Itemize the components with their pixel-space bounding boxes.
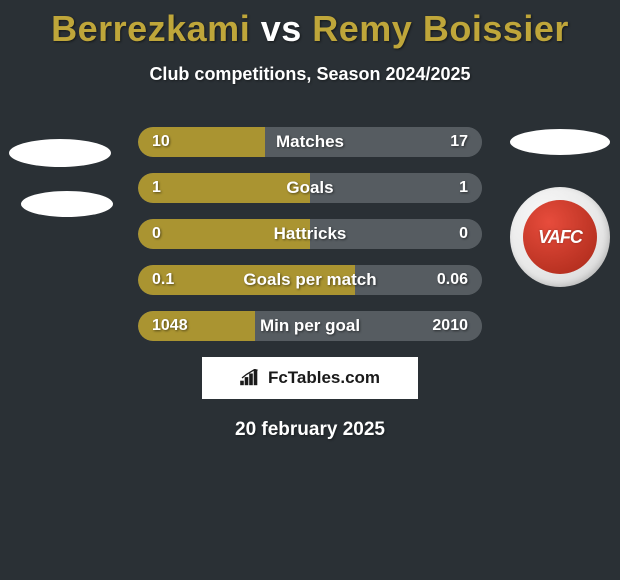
page-title: Berrezkami vs Remy Boissier: [0, 8, 620, 50]
chart-icon: [240, 369, 262, 387]
player1-avatar: [10, 127, 110, 227]
stat-row: 10 Matches 17: [138, 127, 482, 157]
club-badge-inner: VAFC: [523, 200, 597, 274]
avatar-placeholder-icon: [10, 127, 110, 227]
player2-club-badge: VAFC: [510, 187, 610, 287]
stat-value-right: 2010: [432, 317, 468, 335]
club-badge-text: VAFC: [538, 227, 582, 248]
title-player2: Remy Boissier: [312, 8, 569, 49]
stat-value-right: 0.06: [437, 271, 468, 289]
stat-value-right: 17: [450, 133, 468, 151]
stat-bar-left: [138, 173, 310, 203]
stat-label: Hattricks: [274, 224, 347, 244]
stat-value-right: 1: [459, 179, 468, 197]
title-vs: vs: [261, 8, 302, 49]
stat-value-left: 0.1: [152, 271, 174, 289]
stat-row: 0 Hattricks 0: [138, 219, 482, 249]
title-player1: Berrezkami: [51, 8, 250, 49]
stat-row: 1 Goals 1: [138, 173, 482, 203]
stat-value-left: 1048: [152, 317, 188, 335]
stat-label: Min per goal: [260, 316, 360, 336]
stat-label: Goals: [286, 178, 333, 198]
stat-bars: 10Matches171Goals10Hattricks00.1Goals pe…: [138, 127, 482, 341]
stat-bar-right: [310, 173, 482, 203]
subtitle: Club competitions, Season 2024/2025: [0, 64, 620, 85]
stats-area: VAFC 10Matches171Goals10Hattricks00.1Goa…: [0, 127, 620, 341]
stat-row: 1048 Min per goal 2010: [138, 311, 482, 341]
footer-date: 20 february 2025: [0, 419, 620, 441]
stat-row: 0.1 Goals per match 0.06: [138, 265, 482, 295]
footer-logo: FcTables.com: [202, 357, 418, 399]
stat-value-left: 0: [152, 225, 161, 243]
stat-value-left: 10: [152, 133, 170, 151]
stat-value-right: 0: [459, 225, 468, 243]
stat-label: Matches: [276, 132, 344, 152]
infographic-container: Berrezkami vs Remy Boissier Club competi…: [0, 0, 620, 441]
stat-value-left: 1: [152, 179, 161, 197]
footer-logo-text: FcTables.com: [268, 368, 380, 388]
stat-label: Goals per match: [243, 270, 376, 290]
